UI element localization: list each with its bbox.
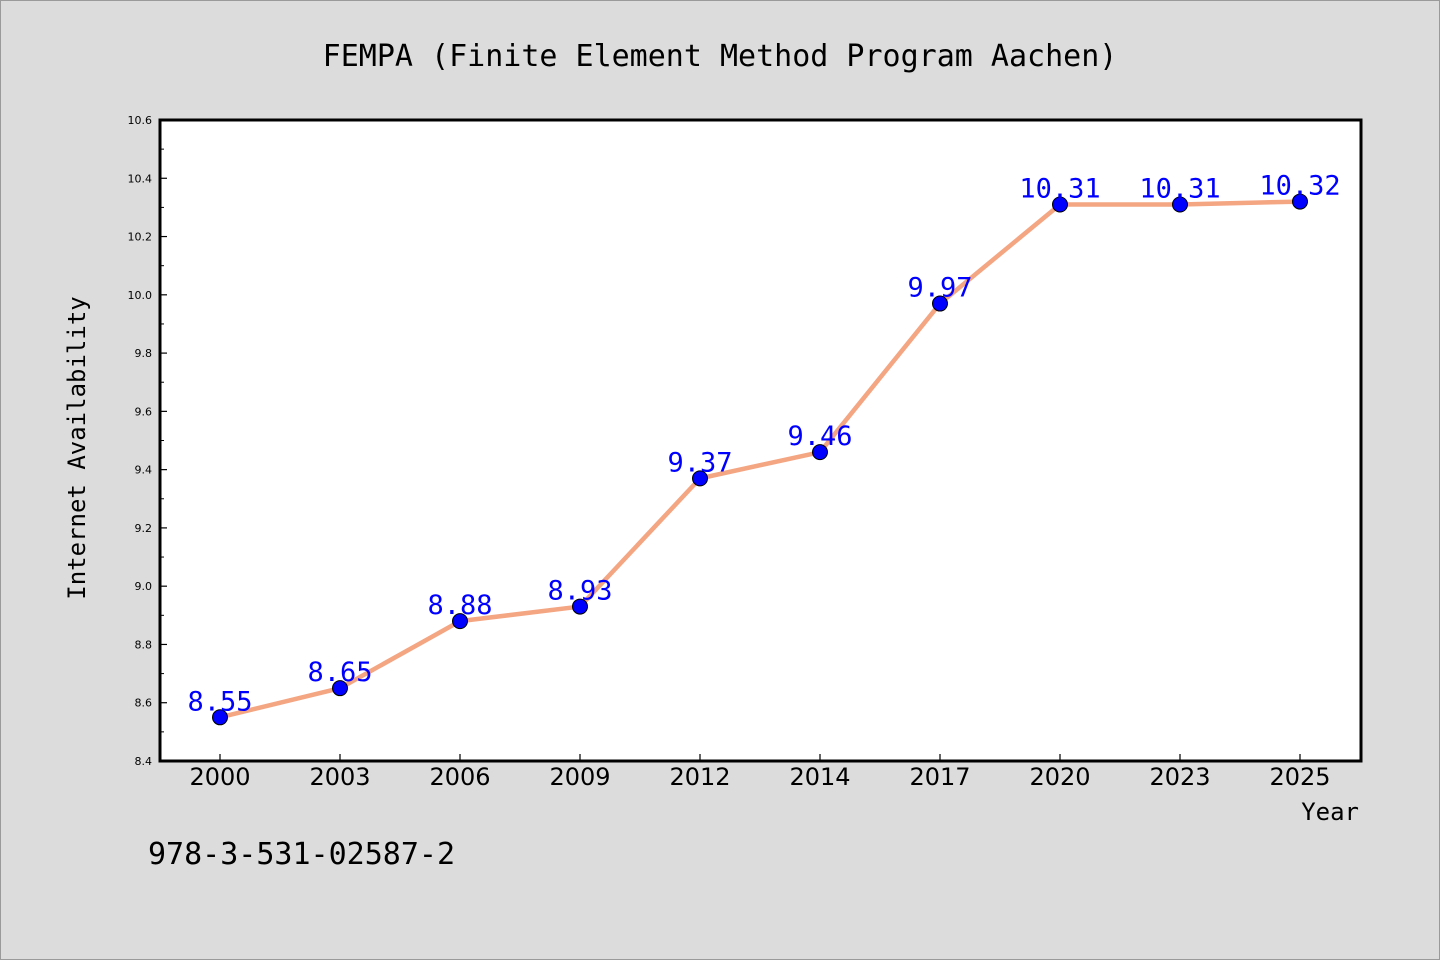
isbn-footer: 978-3-531-02587-2 bbox=[148, 837, 455, 872]
plot-area bbox=[158, 118, 1363, 763]
y-tick-label: 9.6 bbox=[135, 405, 153, 418]
y-tick-label: 10.4 bbox=[128, 172, 153, 185]
data-label: 9.37 bbox=[667, 447, 732, 478]
chart-title: FEMPA (Finite Element Method Program Aac… bbox=[323, 39, 1118, 74]
data-point-marker bbox=[692, 470, 708, 487]
data-point-marker bbox=[812, 444, 828, 461]
y-tick-label: 9.8 bbox=[135, 347, 153, 360]
data-label: 10.31 bbox=[1019, 173, 1100, 204]
data-point-marker bbox=[452, 613, 468, 630]
data-label: 10.31 bbox=[1139, 173, 1220, 204]
data-labels-layer: 8.55 8.65 8.88 8.93 9.37 9.46 9.97 10.31 10.31 10… bbox=[187, 171, 1340, 718]
y-tick-label: 10.6 bbox=[128, 114, 153, 127]
y-tick-label: 8.6 bbox=[135, 697, 153, 710]
x-tick-label: 2017 bbox=[909, 763, 970, 791]
series-layer bbox=[212, 193, 1308, 726]
y-tick-label: 9.4 bbox=[135, 464, 153, 477]
data-point-marker bbox=[332, 680, 348, 697]
series-line bbox=[217, 199, 1303, 720]
y-axis: 8.4 8.6 8.8 9.0 9.2 9.4 9.6 9.8 10.0 10.2 10.4 10.6 bbox=[128, 114, 167, 768]
data-point-marker bbox=[212, 709, 228, 726]
y-tick-label: 10.0 bbox=[128, 289, 153, 302]
y-tick-label: 10.2 bbox=[128, 231, 153, 244]
x-tick-label: 2014 bbox=[789, 763, 850, 791]
data-label: 8.93 bbox=[547, 576, 612, 607]
x-tick-label: 2012 bbox=[669, 763, 730, 791]
x-tick-label: 2023 bbox=[1149, 763, 1210, 791]
y-tick-label: 8.8 bbox=[135, 638, 153, 651]
data-point-marker bbox=[572, 598, 588, 615]
y-tick-label: 9.0 bbox=[135, 580, 153, 593]
data-label: 8.55 bbox=[187, 686, 252, 717]
x-tick-label: 2006 bbox=[429, 763, 490, 791]
x-tick-label: 2000 bbox=[189, 763, 250, 791]
data-label: 10.32 bbox=[1259, 171, 1340, 202]
data-label: 9.97 bbox=[907, 273, 972, 304]
data-point-marker bbox=[1052, 196, 1068, 213]
data-point-marker bbox=[932, 295, 948, 312]
data-point-marker bbox=[1172, 196, 1188, 213]
data-label: 9.46 bbox=[787, 421, 852, 452]
y-tick-label: 8.4 bbox=[135, 755, 153, 768]
x-tick-label: 2020 bbox=[1029, 763, 1090, 791]
y-axis-title: Internet Availability bbox=[63, 296, 91, 599]
x-tick-label: 2009 bbox=[549, 763, 610, 791]
data-label: 8.65 bbox=[307, 657, 372, 688]
y-tick-label: 9.2 bbox=[135, 522, 153, 535]
x-axis-title: Year bbox=[1301, 798, 1359, 826]
data-label: 8.88 bbox=[427, 590, 492, 621]
x-tick-label: 2003 bbox=[309, 763, 370, 791]
x-axis: 2000 2003 2006 2009 2012 2014 2017 2020 2023 2025 bbox=[189, 754, 1331, 791]
data-point-marker bbox=[1292, 193, 1308, 210]
x-tick-label: 2025 bbox=[1269, 763, 1330, 791]
